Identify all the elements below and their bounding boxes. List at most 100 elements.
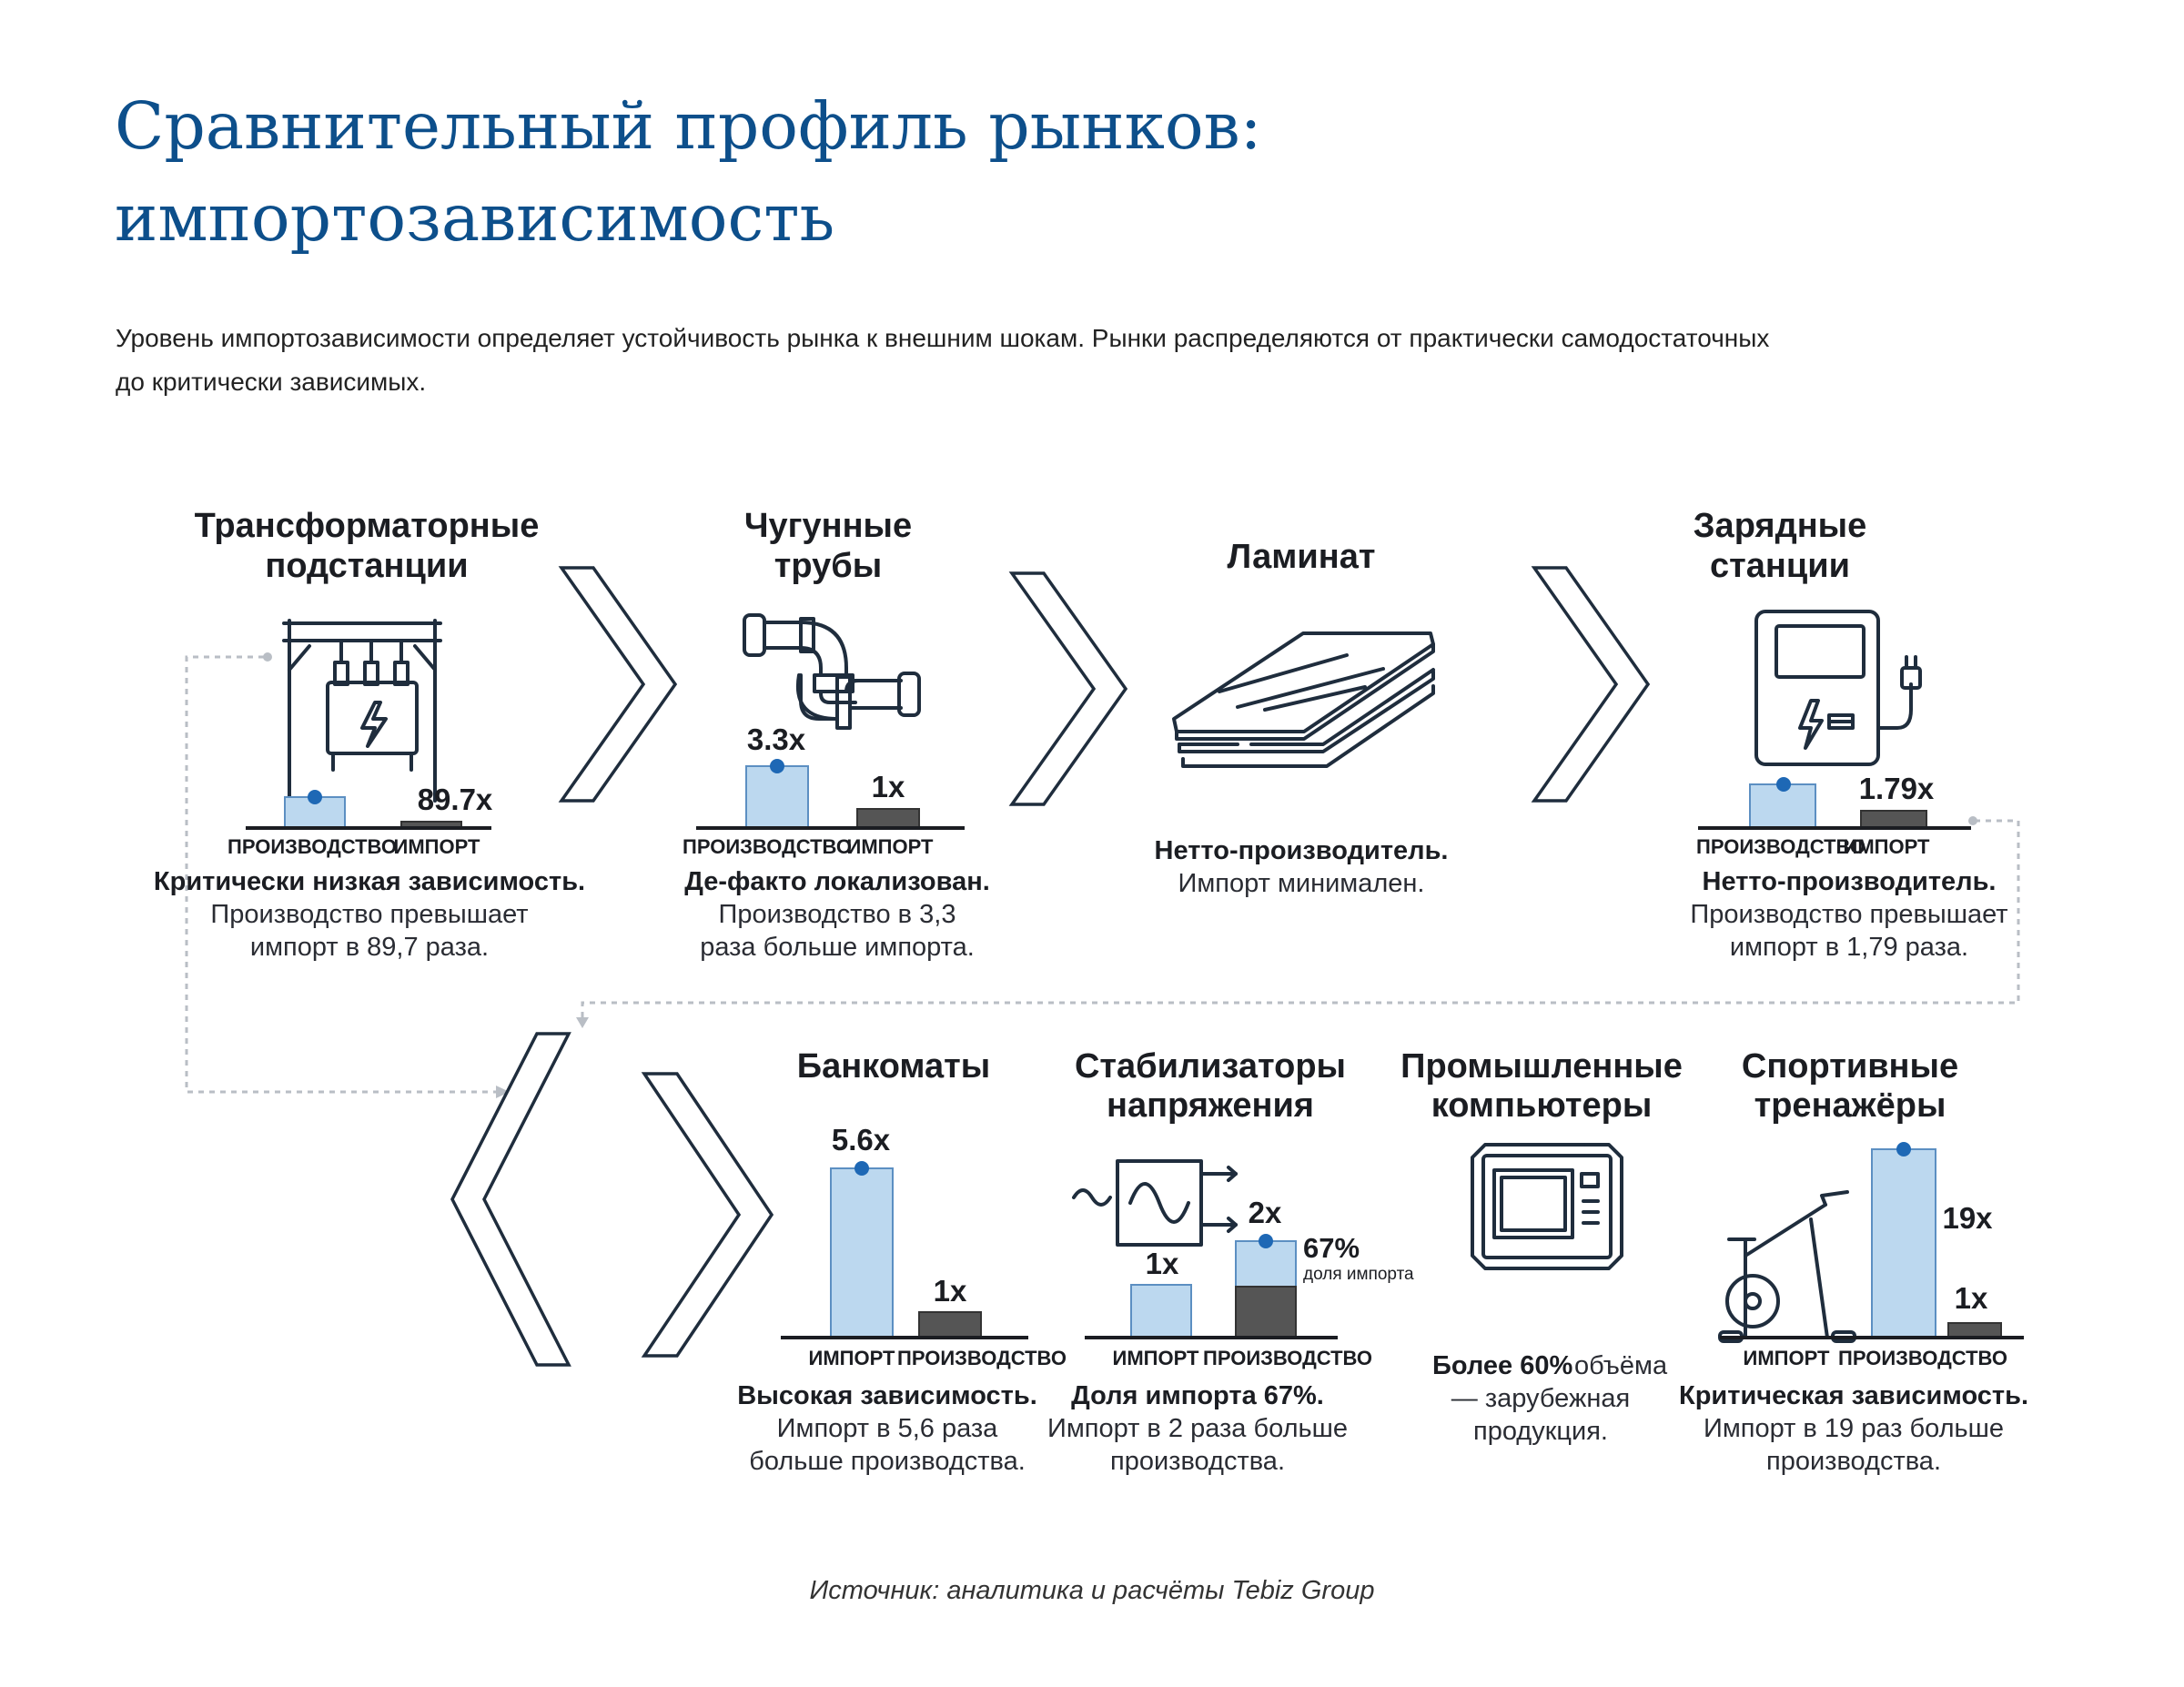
card-description: раза больше импорта. bbox=[700, 933, 975, 962]
card-fitness: Спортивные тренажёры 19x 1x ИМПОРТ ПРОИЗ… bbox=[1679, 1047, 2028, 1476]
production-value: 1x bbox=[1955, 1281, 1988, 1315]
card-title: Ламинат bbox=[1228, 538, 1376, 576]
card-summary: Критически низкая зависимость. bbox=[154, 867, 585, 896]
page-title: Сравнительный профиль рынков: импортозав… bbox=[115, 80, 1935, 264]
card-laminate: Ламинат Нетто-производитель. Импорт мини… bbox=[1155, 538, 1449, 898]
chevron-right-icon bbox=[1531, 566, 1651, 803]
card-description: Производство превышает bbox=[210, 900, 528, 929]
card-title: Банкоматы bbox=[797, 1047, 990, 1086]
flow-start-dot bbox=[263, 652, 272, 662]
import-label: ИМПОРТ bbox=[394, 835, 480, 858]
card-chargers: Зарядные станции 1.79x ПРОИЗВОДСТВО ИМПО… bbox=[1690, 507, 2007, 962]
production-bar bbox=[1947, 1322, 2002, 1338]
card-description: продукция. bbox=[1473, 1417, 1608, 1446]
card-summary: Более 60% bbox=[1432, 1351, 1572, 1380]
charging-station-icon bbox=[1754, 610, 1922, 766]
industrial-computer-icon bbox=[1471, 1143, 1623, 1270]
import-dependence-diagram: Трансформаторные подстанции 89.7x ПРОИЗВ… bbox=[154, 507, 2028, 1476]
import-value: 5.6x bbox=[832, 1123, 891, 1157]
card-atms: Банкоматы 5.6x 1x ИМПОРТ ПРОИЗВОДСТВО Вы… bbox=[737, 1047, 1067, 1476]
chevrons bbox=[450, 566, 1651, 1367]
import-share-value: 67% bbox=[1303, 1232, 1360, 1264]
value-dot bbox=[854, 1161, 869, 1176]
import-share-label: доля импорта bbox=[1303, 1265, 1414, 1284]
value-dot bbox=[770, 759, 784, 773]
production-label: ПРОИЗВОДСТВО bbox=[228, 835, 397, 858]
flow-line-left bbox=[185, 655, 496, 1094]
title-line-1: Сравнительный профиль рынков: bbox=[115, 88, 1262, 164]
stabilizer-icon bbox=[1072, 1159, 1238, 1247]
source-caption: Источник: аналитика и расчёты Tebiz Grou… bbox=[809, 1576, 1375, 1605]
chevron-right-icon bbox=[641, 1072, 774, 1358]
card-description: производства. bbox=[1110, 1447, 1285, 1476]
card-description: Производство превышает bbox=[1690, 900, 2007, 929]
ratio-value: 1.79x bbox=[1859, 772, 1935, 805]
import-label: ИМПОРТ bbox=[1113, 1347, 1199, 1369]
card-summary: Критическая зависимость. bbox=[1679, 1381, 2028, 1410]
flow-arrowhead-left bbox=[496, 1086, 510, 1098]
card-title: Промышленные bbox=[1400, 1047, 1683, 1086]
card-description: Импорт в 5,6 раза bbox=[777, 1414, 999, 1443]
import-bar bbox=[1860, 810, 1927, 829]
production-import-share bbox=[1235, 1286, 1297, 1338]
card-title: Спортивные bbox=[1742, 1047, 1958, 1086]
card-title: станции bbox=[1710, 547, 1850, 585]
chevron-right-icon bbox=[558, 566, 678, 803]
import-bar bbox=[918, 1311, 982, 1338]
import-share-bar bbox=[830, 1167, 894, 1338]
card-title: трубы bbox=[774, 547, 882, 585]
import-label: ИМПОРТ bbox=[1844, 835, 1930, 858]
card-description: производства. bbox=[1766, 1447, 1941, 1476]
card-summary: Доля импорта 67%. bbox=[1071, 1381, 1324, 1410]
import-value: 1x bbox=[872, 770, 905, 803]
card-title: напряжения bbox=[1107, 1086, 1314, 1125]
ratio-value: 89.7x bbox=[418, 783, 493, 816]
card-description: импорт в 1,79 раза. bbox=[1730, 933, 1968, 962]
import-bar bbox=[1130, 1284, 1192, 1338]
production-label: ПРОИЗВОДСТВО bbox=[682, 835, 852, 858]
card-title: Зарядные bbox=[1694, 507, 1866, 545]
card-industrial-pcs: Промышленные компьютеры Более 60% объёма… bbox=[1400, 1047, 1683, 1446]
card-title: тренажёры bbox=[1754, 1086, 1946, 1125]
production-bar bbox=[1749, 783, 1816, 829]
import-value: 1x bbox=[1146, 1247, 1179, 1280]
pipe-icon bbox=[743, 613, 921, 730]
title-line-2: импортозависимость bbox=[115, 180, 835, 256]
production-label: ПРОИЗВОДСТВО bbox=[897, 1347, 1067, 1369]
card-description: Производство в 3,3 bbox=[719, 900, 956, 929]
import-label: ИМПОРТ bbox=[847, 835, 934, 858]
flow-arrowhead-right bbox=[576, 1017, 589, 1028]
flow-connectors bbox=[185, 652, 2020, 1098]
card-summary: Нетто-производитель. bbox=[1155, 836, 1449, 865]
flow-end-dot bbox=[1968, 816, 1977, 825]
import-value: 19x bbox=[1942, 1201, 1993, 1235]
card-title: подстанции bbox=[265, 547, 468, 585]
chevron-left-icon bbox=[450, 1032, 571, 1367]
card-description: Импорт минимален. bbox=[1178, 869, 1425, 898]
card-summary: Де-факто локализован. bbox=[684, 867, 990, 896]
import-bar bbox=[856, 808, 920, 829]
value-dot bbox=[1896, 1142, 1911, 1157]
chevron-right-icon bbox=[1008, 571, 1128, 806]
production-value: 3.3x bbox=[747, 722, 806, 756]
production-value: 2x bbox=[1249, 1196, 1282, 1229]
import-bar bbox=[1871, 1148, 1936, 1338]
intro-line-1: Уровень импортозависимости определяет ус… bbox=[116, 324, 1770, 352]
transformer-icon bbox=[282, 619, 442, 803]
card-description: объёма bbox=[1574, 1351, 1668, 1380]
import-label: ИМПОРТ bbox=[1744, 1347, 1830, 1369]
card-description: — зарубежная bbox=[1451, 1384, 1630, 1413]
laminate-icon bbox=[1172, 631, 1435, 768]
card-title: Стабилизаторы bbox=[1075, 1047, 1346, 1086]
card-description: больше производства. bbox=[749, 1447, 1026, 1476]
production-bar bbox=[745, 765, 809, 829]
card-description: импорт в 89,7 раза. bbox=[250, 933, 489, 962]
card-title: Чугунные bbox=[744, 507, 912, 545]
card-summary: Нетто-производитель. bbox=[1703, 867, 1997, 896]
value-dot bbox=[308, 790, 322, 804]
production-label: ПРОИЗВОДСТВО bbox=[1203, 1347, 1372, 1369]
card-stabilizers: Стабилизаторы напряжения 1x 2x 67% доля … bbox=[1047, 1047, 1414, 1476]
card-title: компьютеры bbox=[1431, 1086, 1653, 1125]
value-dot bbox=[1259, 1234, 1273, 1248]
intro-line-2: до критически зависимых. bbox=[116, 368, 427, 396]
